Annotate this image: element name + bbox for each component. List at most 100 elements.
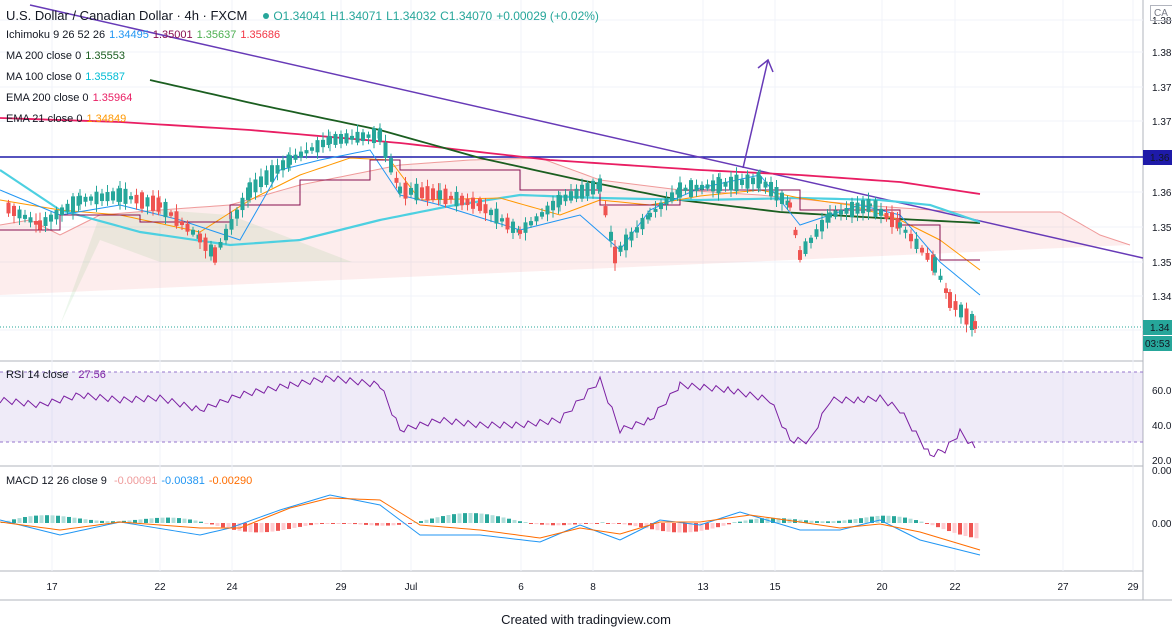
candle-body <box>471 197 475 209</box>
macd-histogram-bar <box>683 523 687 533</box>
candle-body <box>879 208 883 216</box>
candle-body <box>814 229 819 237</box>
candle-body <box>648 212 652 218</box>
price-tick-label: 1.36 <box>1152 188 1172 199</box>
macd-histogram-bar <box>529 523 533 524</box>
candle-body <box>94 191 99 205</box>
macd-histogram-bar <box>710 523 715 529</box>
macd-histogram-bar <box>518 521 522 523</box>
macd-histogram-bar <box>776 518 781 523</box>
macd-histogram-bar <box>611 523 616 524</box>
candle-body <box>465 198 470 206</box>
candle-body <box>534 216 539 222</box>
macd-histogram-bar <box>182 518 187 523</box>
ema-200-line <box>0 117 981 195</box>
candle-body <box>694 184 699 192</box>
macd-histogram-bar <box>600 522 605 523</box>
price-tick-label: 1.35 <box>1152 223 1172 234</box>
macd-histogram-bar <box>485 514 489 523</box>
macd-histogram-bar <box>606 523 610 524</box>
macd-histogram-bar <box>83 519 88 523</box>
macd-histogram-bar <box>226 523 231 529</box>
candle-body <box>288 155 292 165</box>
indicator-label: MA 100 close 0 <box>6 71 82 83</box>
candle-body <box>618 245 623 252</box>
macd-histogram-bar <box>842 520 847 523</box>
macd-histogram-bar <box>177 518 181 523</box>
macd-histogram-bar <box>166 517 170 523</box>
candle-body <box>389 158 393 173</box>
candle-body <box>438 190 442 200</box>
macd-histogram-bar <box>248 523 253 533</box>
rsi-tick-label: 60.0 <box>1152 386 1172 397</box>
ohlc-low: L1.34032 <box>386 9 437 23</box>
macd-histogram-bar <box>23 517 27 523</box>
macd-histogram-bar <box>111 521 115 523</box>
candle-body <box>664 198 669 205</box>
ma-200-line <box>149 79 981 224</box>
candle-body <box>100 193 104 202</box>
candle-body <box>855 202 860 214</box>
macd-histogram-bar <box>375 523 379 526</box>
candle-body <box>235 209 239 219</box>
macd-histogram-bar <box>881 515 885 523</box>
indicator-value: 1.35001 <box>152 29 193 41</box>
macd-histogram-bar <box>496 516 500 523</box>
macd-histogram-bar <box>655 523 660 531</box>
candle-body <box>372 128 376 144</box>
indicator-row[interactable]: MA 200 close 0 1.35553 <box>6 50 129 62</box>
indicator-row[interactable]: MA 100 close 0 1.35587 <box>6 71 129 83</box>
candle-body <box>158 202 162 208</box>
time-tick-label: 15 <box>769 582 781 593</box>
macd-histogram-bar <box>754 518 759 523</box>
rsi-legend: RSI 14 close 27.56 <box>6 369 110 381</box>
candle-body <box>678 182 682 198</box>
macd-histogram-bar <box>34 515 38 523</box>
currency-toggle[interactable]: CA <box>1150 5 1172 21</box>
candle-body <box>705 184 710 189</box>
indicator-row[interactable]: EMA 200 close 0 1.35964 <box>6 92 136 104</box>
macd-histogram-bar <box>699 523 704 531</box>
time-tick-label: 27 <box>1057 582 1069 593</box>
macd-histogram-bar <box>628 523 632 526</box>
candle-body <box>740 179 744 185</box>
macd-histogram-bar <box>908 518 913 523</box>
candle-body <box>793 229 798 236</box>
candle-body <box>723 181 728 187</box>
candle-body <box>820 219 824 232</box>
macd-histogram-bar <box>364 523 368 525</box>
candle-body <box>275 165 280 174</box>
symbol-title: U.S. Dollar / Canadian Dollar · 4h · FXC… <box>6 8 248 23</box>
candle-body <box>185 223 190 232</box>
candle-body <box>34 220 38 225</box>
indicator-label: MA 200 close 0 <box>6 50 82 62</box>
macd-histogram-bar <box>358 523 363 525</box>
candle-body <box>833 210 838 217</box>
projection-arrow-line <box>742 59 769 169</box>
indicator-value: 1.35587 <box>85 71 125 83</box>
macd-histogram-bar <box>100 520 104 523</box>
macd-histogram-bar <box>265 523 269 533</box>
projection-arrow-head <box>757 58 774 73</box>
candle-body <box>511 221 515 233</box>
macd-histogram-bar <box>347 523 352 524</box>
hline-price-label: 1.36 <box>1150 153 1170 164</box>
indicator-row[interactable]: Ichimoku 9 26 52 26 1.34495 1.35001 1.35637… <box>6 29 284 41</box>
hline-price-tag <box>1143 150 1172 165</box>
macd-histogram-bar <box>958 523 962 535</box>
macd-histogram-bar <box>809 520 814 523</box>
candle-body <box>825 214 830 223</box>
countdown-tag <box>1143 336 1172 351</box>
indicator-row[interactable]: EMA 21 close 0 1.34849 <box>6 113 130 125</box>
macd-histogram-bar <box>556 523 561 526</box>
candle-body <box>700 184 704 190</box>
candle-body <box>551 200 555 211</box>
candle-body <box>591 180 595 195</box>
candle-body <box>809 237 813 243</box>
macd-histogram-bar <box>820 521 825 523</box>
macd-histogram-bar <box>67 516 71 523</box>
macd-histogram-bar <box>94 520 99 523</box>
candle-body <box>689 180 693 198</box>
candle-body <box>28 217 33 223</box>
